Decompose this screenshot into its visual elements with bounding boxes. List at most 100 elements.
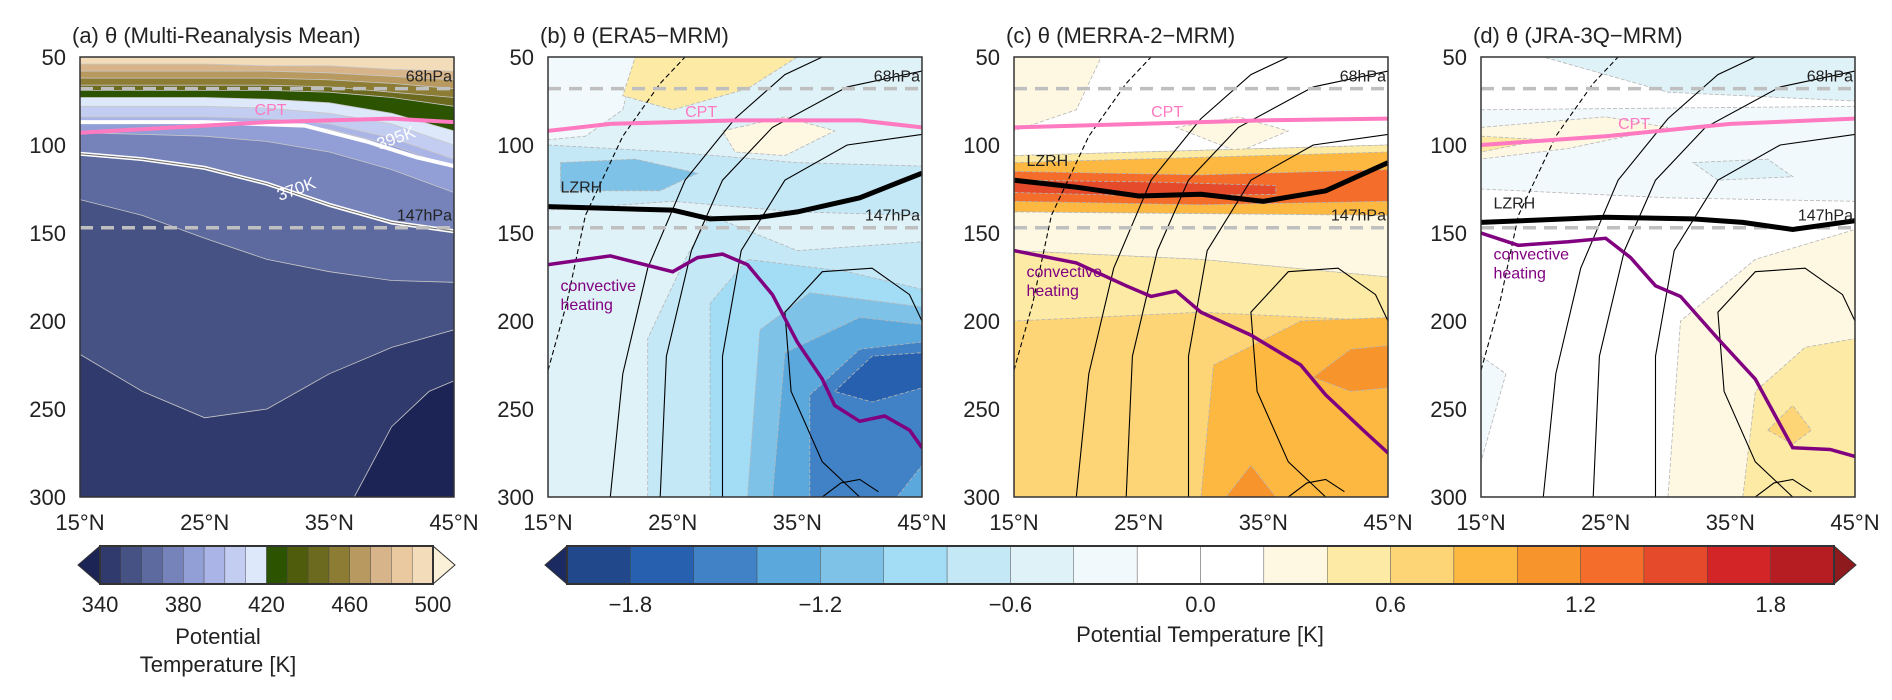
colorbar-segment <box>411 545 434 585</box>
colorbar-segment <box>183 545 205 585</box>
colorbar-extend-high <box>432 544 456 586</box>
panel-title: (d) θ (JRA-3Q−MRM) <box>1473 23 1683 48</box>
panel-b: 68hPa 147hPa CPT LZRH convective heating (b) θ… <box>497 23 946 535</box>
y-tick-label: 100 <box>963 133 1000 158</box>
y-tick-label: 50 <box>42 45 66 70</box>
cpt-label: CPT <box>685 104 717 121</box>
label-line: convective <box>1026 264 1102 281</box>
contour-fill <box>353 380 454 497</box>
colorbar-tick-label: 380 <box>165 592 202 617</box>
colorbar-segment <box>287 545 309 585</box>
cpt-label: CPT <box>1151 104 1183 121</box>
colorbar-segment <box>1517 545 1581 585</box>
colorbar-extend-high <box>1833 544 1857 586</box>
colorbar-frame <box>99 545 434 585</box>
convective-heating-line <box>1014 248 1388 455</box>
colorbar-segment <box>120 545 142 585</box>
reference-level-label: 68hPa <box>874 69 920 86</box>
cpt-line <box>1014 116 1388 130</box>
colorbar-tick-label: 0.0 <box>1185 592 1216 617</box>
isentrope-core <box>80 153 454 232</box>
streamfunction-contour <box>1287 478 1345 497</box>
convective-heating-label: convective heating <box>1493 246 1569 282</box>
cpt-line <box>548 118 922 133</box>
convective-heating-line <box>548 252 922 449</box>
x-tick-label: 15°N <box>1456 510 1505 535</box>
colorbar-tick-label: 500 <box>415 592 452 617</box>
reference-level-label: 147hPa <box>1331 208 1386 225</box>
colorbar-tick-label: −1.8 <box>609 592 652 617</box>
colorbar-segment <box>693 545 758 585</box>
y-tick-label: 250 <box>29 397 66 422</box>
colorbar-label: Potential <box>175 624 261 649</box>
x-tick-label: 15°N <box>989 510 1038 535</box>
colorbar-segment <box>1770 545 1835 585</box>
convective-heating-label: convective heating <box>1026 264 1102 300</box>
isentrope-395K <box>80 120 454 169</box>
colorbar-segment <box>630 545 694 585</box>
streamfunction-contour <box>609 57 823 497</box>
lzrh-line <box>548 170 922 222</box>
y-tick-label: 300 <box>1430 485 1467 510</box>
y-tick-label: 200 <box>497 309 534 334</box>
streamfunction-contour <box>784 267 922 497</box>
contour-fill <box>833 352 922 403</box>
colorbar-segment <box>391 545 413 585</box>
contour-fill <box>1014 57 1102 132</box>
y-tick-label: 200 <box>1430 309 1467 334</box>
colorbar-segment <box>820 545 884 585</box>
x-tick-label: 45°N <box>1830 510 1879 535</box>
colorbar-segment <box>224 545 246 585</box>
panel-title: (b) θ (ERA5−MRM) <box>540 23 729 48</box>
colorbar-segment <box>756 545 821 585</box>
colorbar-segment <box>566 545 631 585</box>
streamfunction-contour <box>1075 57 1289 497</box>
contour-fill <box>1767 404 1812 445</box>
x-tick-label: 45°N <box>1363 510 1412 535</box>
plot-area <box>1014 57 1388 497</box>
x-tick-label: 35°N <box>1706 510 1755 535</box>
x-tick-label: 25°N <box>180 510 229 535</box>
colorbar-segment <box>141 545 163 585</box>
x-tick-label: 35°N <box>773 510 822 535</box>
x-tick-label: 15°N <box>55 510 104 535</box>
y-tick-label: 300 <box>29 485 66 510</box>
reference-level-label: 68hPa <box>1807 69 1853 86</box>
streamfunction-contour <box>1250 267 1388 497</box>
y-tick-label: 250 <box>1430 397 1467 422</box>
colorbar-tick-label: 420 <box>248 592 285 617</box>
colorbar-segment <box>1010 545 1075 585</box>
streamfunction-contour <box>1754 478 1812 497</box>
colorbar-tick-label: 1.2 <box>1565 592 1596 617</box>
label-line: convective <box>1493 246 1569 263</box>
label-line: heating <box>560 297 613 314</box>
streamfunction-contour <box>1717 267 1855 497</box>
label-line: convective <box>560 278 636 295</box>
reference-level-label: 147hPa <box>397 208 452 225</box>
cpt-label: CPT <box>255 102 287 119</box>
colorbar-segment <box>203 545 226 585</box>
reference-level-label: 68hPa <box>406 69 452 86</box>
y-tick-label: 200 <box>963 309 1000 334</box>
streamfunction-contour-dashed <box>548 57 686 371</box>
x-tick-label: 35°N <box>305 510 354 535</box>
y-tick-label: 50 <box>1443 45 1467 70</box>
y-tick-label: 50 <box>510 45 534 70</box>
contour-fill <box>80 329 454 497</box>
colorbar-segment <box>1390 545 1455 585</box>
colorbar-segment <box>99 545 122 585</box>
colorbar-tick-label: 0.6 <box>1375 592 1406 617</box>
streamfunction-contour-dashed <box>1014 57 1152 371</box>
y-tick-label: 300 <box>963 485 1000 510</box>
colorbar-segment <box>307 545 330 585</box>
colorbar-tick-label: 460 <box>331 592 368 617</box>
colorbar-segment <box>328 545 350 585</box>
y-tick-label: 100 <box>497 133 534 158</box>
lzrh-label: LZRH <box>1493 195 1535 212</box>
contour-fill <box>721 116 836 157</box>
y-tick-label: 250 <box>497 397 534 422</box>
panel-c: 68hPa 147hPa CPT LZRH convective heating (c) θ… <box>963 23 1412 535</box>
contour-fill <box>1691 158 1794 181</box>
